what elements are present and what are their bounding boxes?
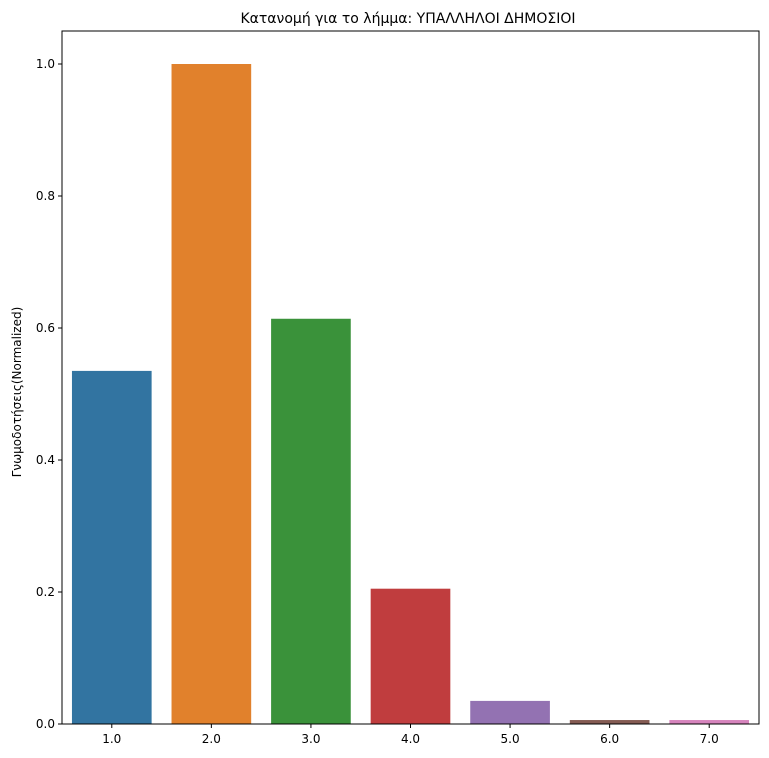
x-tick-label: 4.0 xyxy=(401,732,420,746)
y-axis-label: Γνωμοδοτήσεις(Normalized) xyxy=(10,307,24,478)
y-ticks-group: 0.0 0.2 0.4 0.6 0.8 1.0 xyxy=(36,57,62,731)
bars-group xyxy=(71,64,750,724)
x-tick-label: 3.0 xyxy=(301,732,320,746)
bar-1.0 xyxy=(71,370,152,724)
bar-2.0 xyxy=(171,64,252,724)
x-ticks-group: 1.0 2.0 3.0 4.0 5.0 6.0 7.0 xyxy=(102,724,719,746)
bar-7.0 xyxy=(669,720,750,724)
bar-4.0 xyxy=(370,588,451,724)
chart-title: Κατανομή για το λήμμα: ΥΠΑΛΛΗΛΟΙ ΔΗΜΟΣΙΟ… xyxy=(240,11,575,27)
x-tick-label: 2.0 xyxy=(202,732,221,746)
x-tick-label: 6.0 xyxy=(600,732,619,746)
bar-6.0 xyxy=(569,720,650,724)
y-tick-label: 0.6 xyxy=(36,321,55,335)
y-tick-label: 1.0 xyxy=(36,57,55,71)
bar-5.0 xyxy=(470,700,550,724)
x-tick-label: 7.0 xyxy=(700,732,719,746)
y-tick-label: 0.8 xyxy=(36,189,55,203)
y-tick-label: 0.0 xyxy=(36,717,55,731)
x-tick-label: 5.0 xyxy=(501,732,520,746)
plot-frame xyxy=(61,30,760,725)
x-tick-label: 1.0 xyxy=(102,732,121,746)
y-tick-label: 0.4 xyxy=(36,453,55,467)
bar-3.0 xyxy=(271,318,351,724)
y-tick-label: 0.2 xyxy=(36,585,55,599)
